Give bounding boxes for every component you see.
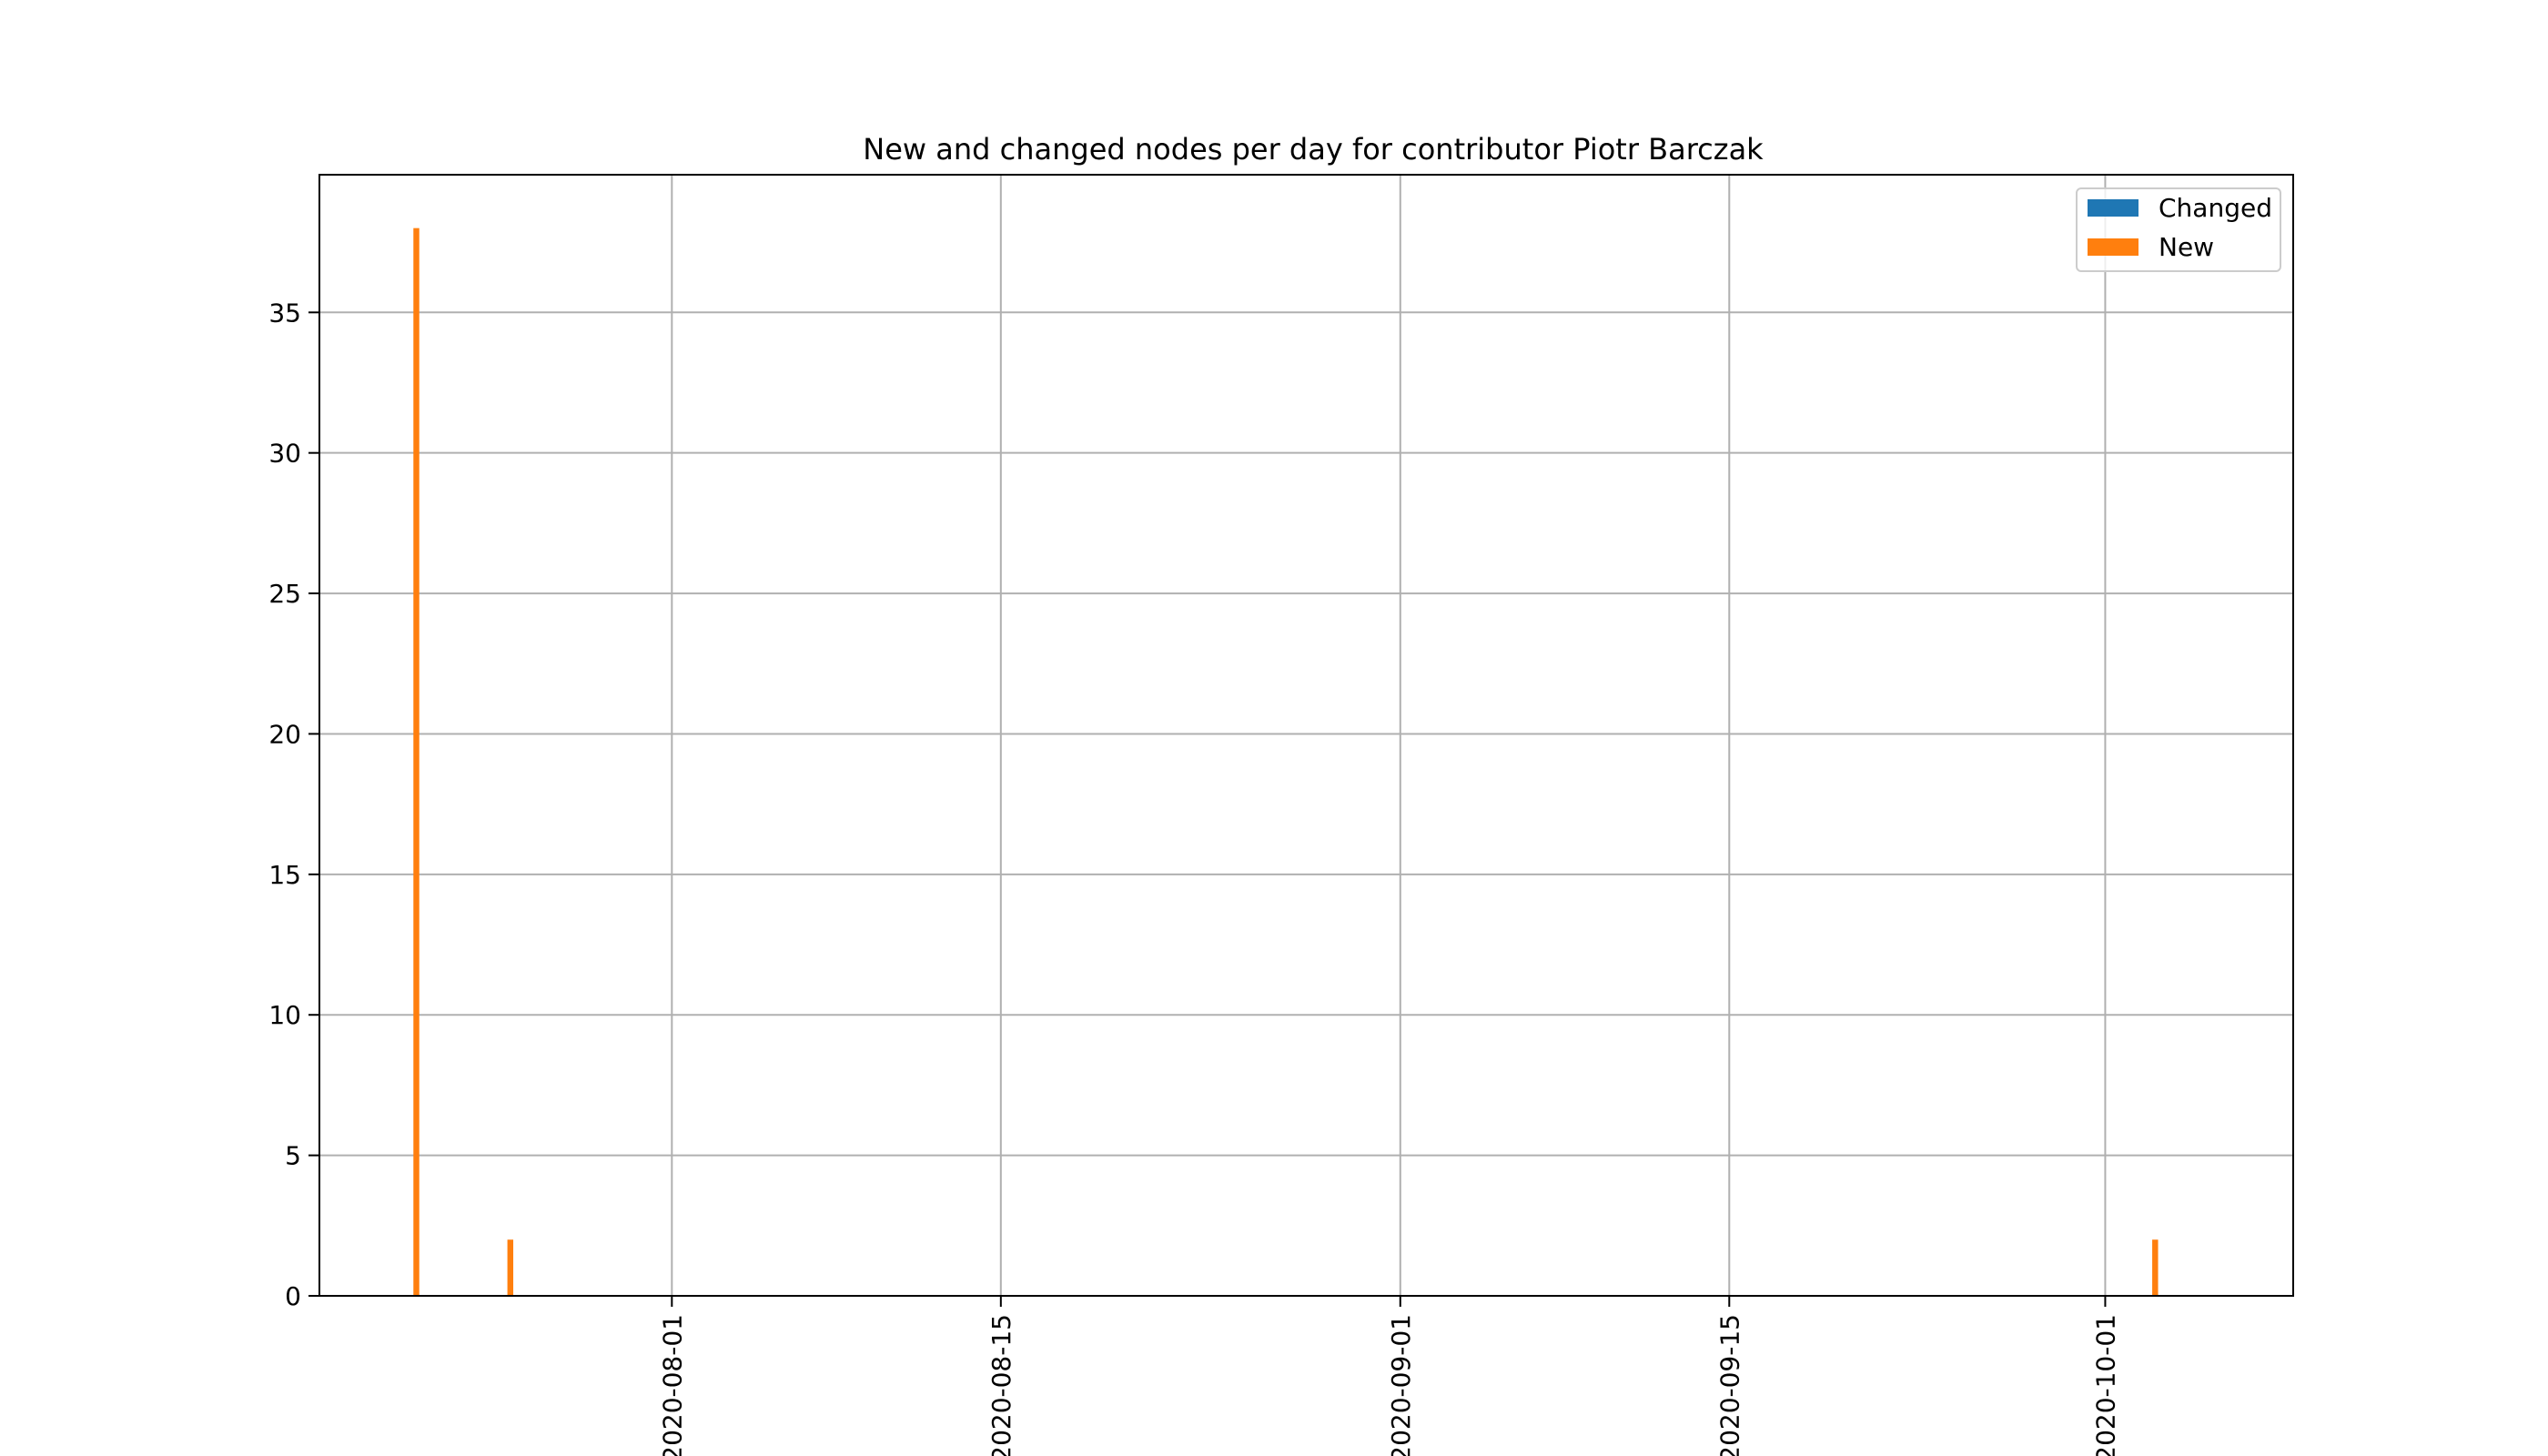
chart-title: New and changed nodes per day for contri…: [863, 132, 1764, 167]
y-tick-label: 35: [268, 298, 301, 328]
x-tick-label: 2020-09-01: [1386, 1314, 1416, 1456]
y-axis: 0 5 10 15 20 25 30 35: [268, 298, 319, 1311]
y-tick-label: 0: [285, 1281, 301, 1311]
legend-label-new: New: [2159, 232, 2214, 262]
grid: [319, 175, 2293, 1297]
bars: [413, 228, 2159, 1297]
legend-swatch-new: [2088, 238, 2138, 256]
x-tick-label: 2020-10-01: [2090, 1314, 2120, 1456]
y-tick-label: 20: [268, 719, 301, 749]
bar-new-2020-07-25: [507, 1239, 514, 1296]
y-tick-label: 15: [268, 860, 301, 890]
y-tick-label: 25: [268, 579, 301, 609]
legend-label-changed: Changed: [2159, 193, 2272, 223]
legend-swatch-changed: [2088, 199, 2138, 217]
y-tick-label: 10: [268, 1000, 301, 1030]
legend: Changed New: [2076, 187, 2281, 272]
x-tick-label: 2020-08-15: [986, 1314, 1016, 1456]
bar-new-2020-07-21: [413, 228, 420, 1297]
bar-new-2020-10-03: [2152, 1239, 2159, 1296]
x-tick-label: 2020-09-15: [1714, 1314, 1744, 1456]
x-tick-label: 2020-08-01: [657, 1314, 687, 1456]
x-axis: 2020-08-01 2020-08-15 2020-09-01 2020-09-15…: [657, 1296, 2120, 1456]
plot-frame: [318, 174, 2294, 1297]
y-tick-label: 5: [285, 1141, 301, 1171]
y-tick-label: 30: [268, 439, 301, 469]
